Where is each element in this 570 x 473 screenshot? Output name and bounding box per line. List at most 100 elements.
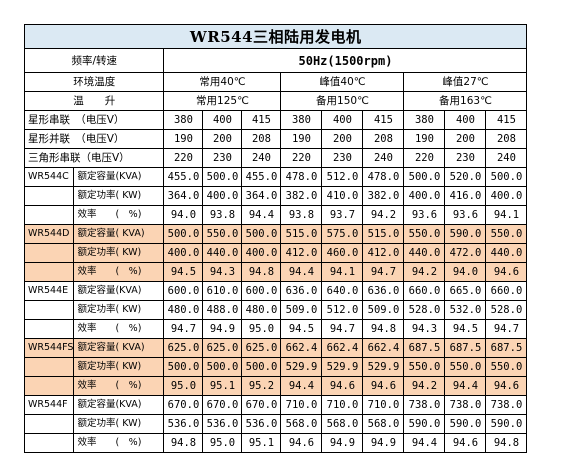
model-name: WR544C [23,167,75,187]
metric-label: 额定容量(KVA) [73,395,165,415]
metric-value-cell: 550.0 [403,224,446,244]
metric-value-cell: 625.0 [202,338,243,358]
model-data-row: 额定功率( KW) 500.0 500.0 500.0 529.9 529.9 529.9 5… [23,357,528,377]
metric-value-cell: 536.0 [163,414,204,434]
model-name-empty [23,243,75,263]
generator-spec-table: WR544三相陆用发电机 频率/转速 50Hz(1500rpm) 环境温度 常用… [23,24,528,453]
metric-label: 额定功率( KW) [73,243,165,263]
metric-value-cell: 440.0 [403,243,446,263]
metric-value-cell: 662.4 [362,338,405,358]
metric-value-cell: 94.8 [362,319,405,339]
temp-rise-label: 温 升 [23,91,165,111]
metric-value-cell: 660.0 [403,281,446,301]
metric-value-cell: 94.2 [403,262,446,282]
model-name-empty [23,357,75,377]
model-data-row: 效率 ( %) 94.8 95.0 95.1 94.6 94.9 94.9 94.4 94.6 9… [23,433,528,453]
voltage-cell: 220 [280,148,323,168]
model-data-row: 效率 ( %) 94.0 93.8 94.4 93.8 93.7 94.2 93.6 93.6 9… [23,205,528,225]
metric-value-cell: 382.0 [280,186,323,206]
metric-value-cell: 94.6 [280,433,323,453]
metric-value-cell: 94.3 [403,319,446,339]
voltage-cell: 208 [362,129,405,149]
frequency-label: 频率/转速 [23,48,165,73]
metric-value-cell: 529.9 [280,357,323,377]
model-data-row: WR544D 额定容量( KVA) 500.0 550.0 500.0 515.0 575.… [23,224,528,244]
metric-value-cell: 670.0 [163,395,204,415]
model-name-empty [23,433,75,453]
metric-value-cell: 515.0 [280,224,323,244]
metric-value-cell: 93.6 [444,205,487,225]
metric-value-cell: 94.4 [444,376,487,396]
metric-value-cell: 500.0 [202,167,243,187]
metric-value-cell: 94.8 [163,433,204,453]
table-title: WR544三相陆用发电机 [23,24,528,49]
metric-value-cell: 500.0 [403,167,446,187]
metric-value-cell: 500.0 [485,167,528,187]
metric-label: 额定功率( KW) [73,300,165,320]
metric-value-cell: 568.0 [321,414,364,434]
metric-value-cell: 95.0 [202,433,243,453]
model-name: WR544F [23,395,75,415]
metric-value-cell: 94.1 [485,205,528,225]
metric-value-cell: 600.0 [163,281,204,301]
metric-label: 额定容量( KVA) [73,338,165,358]
metric-value-cell: 94.4 [280,376,323,396]
metric-value-cell: 94.7 [321,319,364,339]
voltage-cell: 240 [485,148,528,168]
metric-value-cell: 590.0 [485,414,528,434]
voltage-row-label: 星形串联 （电压V） [23,110,165,130]
voltage-cell: 400 [202,110,243,130]
voltage-row-label: 三角形串联（电压V） [23,148,165,168]
model-data-row: 效率 ( %) 95.0 95.1 95.2 94.4 94.6 94.6 94.2 94.4 9… [23,376,528,396]
metric-value-cell: 94.2 [362,205,405,225]
model-data-row: 效率 ( %) 94.7 94.9 95.0 94.5 94.7 94.8 94.3 94.5 9… [23,319,528,339]
model-name-empty [23,300,75,320]
metric-value-cell: 416.0 [444,186,487,206]
metric-value-cell: 455.0 [163,167,204,187]
model-data-row: 额定功率( KW) 480.0 488.0 480.0 509.0 512.0 509.0 5… [23,300,528,320]
metric-value-cell: 500.0 [241,357,282,377]
voltage-cell: 230 [321,148,364,168]
metric-value-cell: 94.1 [321,262,364,282]
ambient-temp-group-2: 峰值40℃ [280,72,405,92]
metric-value-cell: 529.9 [321,357,364,377]
metric-label: 额定容量(KVA) [73,167,165,187]
metric-value-cell: 738.0 [444,395,487,415]
metric-value-cell: 480.0 [163,300,204,320]
metric-value-cell: 93.6 [403,205,446,225]
model-data-row: 额定功率( KW) 364.0 400.0 364.0 382.0 410.0 382.0 4… [23,186,528,206]
metric-value-cell: 400.0 [403,186,446,206]
metric-label: 额定功率( KW) [73,186,165,206]
model-name-empty [23,205,75,225]
voltage-cell: 415 [241,110,282,130]
metric-value-cell: 610.0 [202,281,243,301]
ambient-temp-label: 环境温度 [23,72,165,92]
model-data-row: 额定功率( KW) 400.0 440.0 400.0 412.0 460.0 412.0 4… [23,243,528,263]
voltage-cell: 208 [241,129,282,149]
voltage-cell: 415 [362,110,405,130]
metric-value-cell: 94.6 [444,433,487,453]
metric-value-cell: 662.4 [280,338,323,358]
voltage-cell: 220 [403,148,446,168]
voltage-cell: 200 [444,129,487,149]
metric-value-cell: 636.0 [280,281,323,301]
metric-label: 额定功率( KW) [73,414,165,434]
metric-label: 效率 ( %) [73,319,165,339]
metric-value-cell: 93.8 [202,205,243,225]
voltage-cell: 380 [163,110,204,130]
metric-value-cell: 400.0 [202,186,243,206]
metric-value-cell: 95.1 [241,433,282,453]
metric-value-cell: 94.5 [163,262,204,282]
model-name-empty [23,414,75,434]
metric-value-cell: 500.0 [241,224,282,244]
metric-value-cell: 520.0 [444,167,487,187]
metric-label: 额定容量( KVA) [73,224,165,244]
model-name-empty [23,319,75,339]
metric-value-cell: 640.0 [321,281,364,301]
metric-value-cell: 600.0 [241,281,282,301]
metric-value-cell: 94.9 [202,319,243,339]
metric-value-cell: 400.0 [241,243,282,263]
temp-rise-group-3: 备用163℃ [403,91,528,111]
metric-value-cell: 93.8 [280,205,323,225]
metric-value-cell: 670.0 [241,395,282,415]
